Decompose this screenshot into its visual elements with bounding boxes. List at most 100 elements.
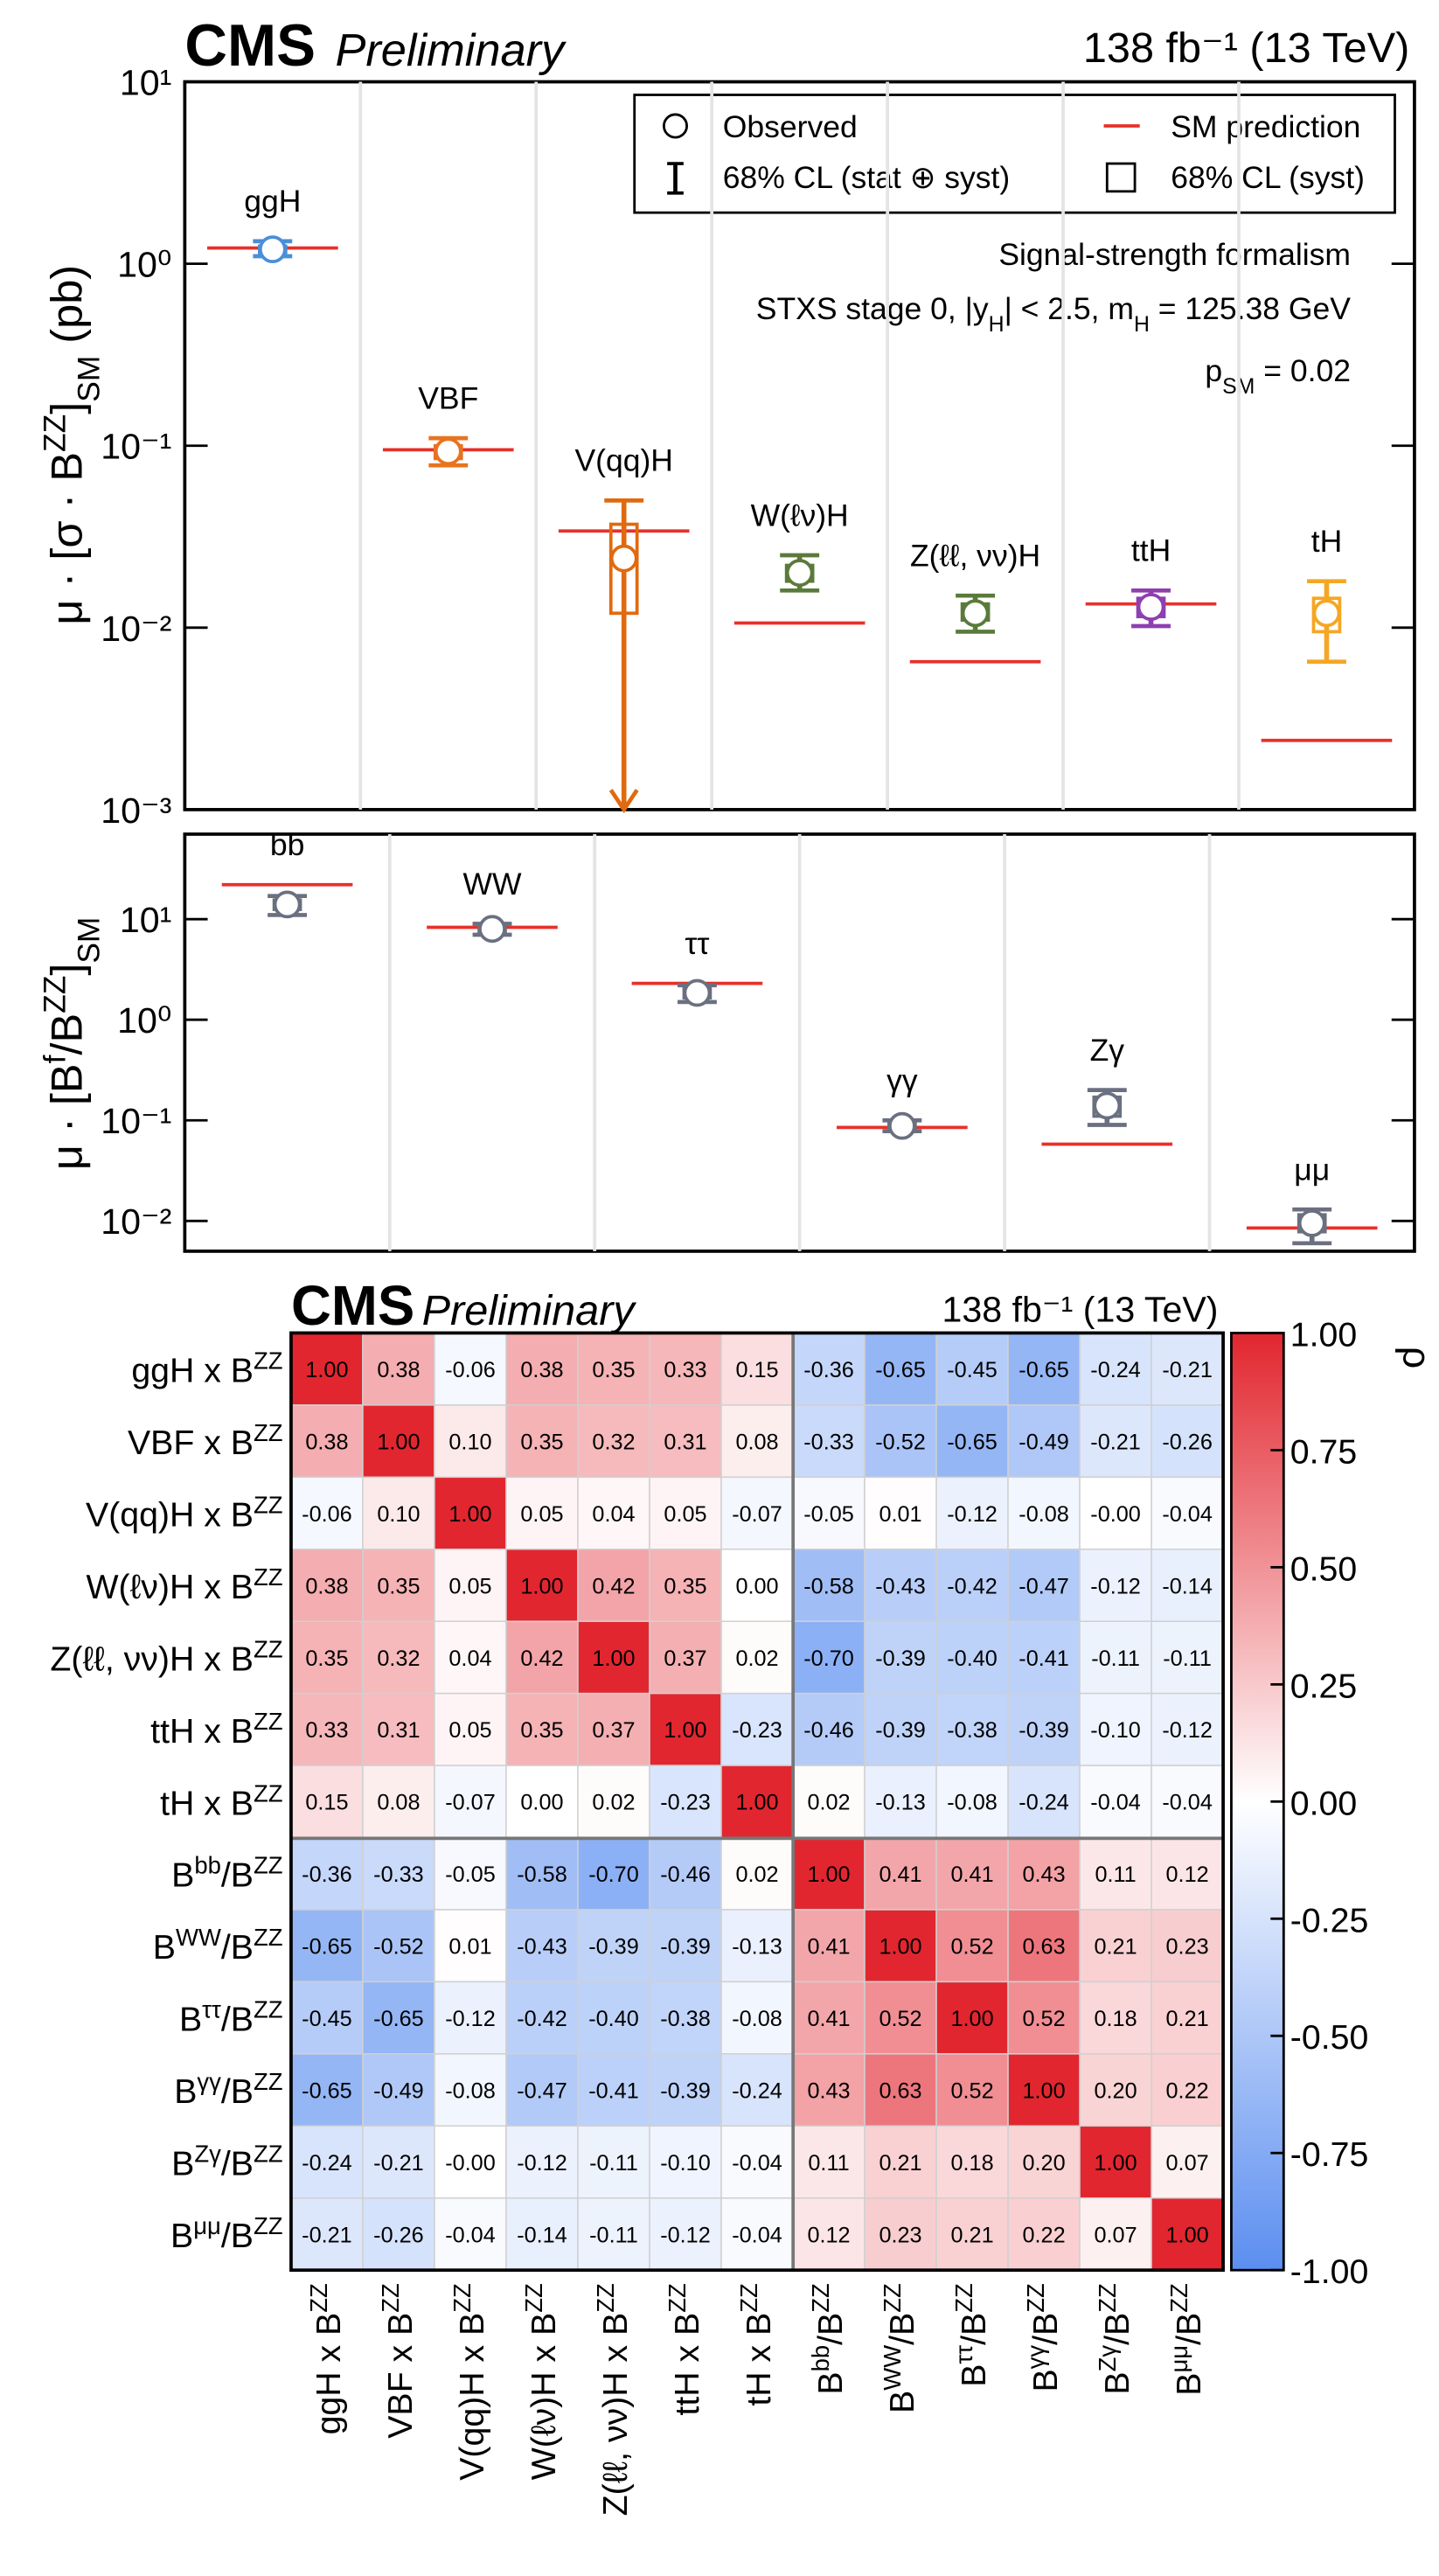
text-part: μμ: [193, 2211, 221, 2238]
heatmap-cell: [935, 1981, 1009, 2055]
annotation: pSM = 0.02: [1205, 353, 1351, 399]
cell-label: 0.38: [520, 1358, 563, 1382]
category-label: VBF: [418, 380, 478, 415]
cell-label: -0.70: [588, 1862, 639, 1887]
cell-label: 0.21: [879, 2151, 921, 2176]
cell-label: -0.21: [373, 2151, 424, 2176]
cell-label: 0.23: [1166, 1935, 1209, 1960]
heatmap-cell: [434, 2197, 507, 2271]
y-tick-label: BZγ/BZZ: [171, 2140, 282, 2183]
x-tick-label: ttH x BZZ: [663, 2283, 706, 2415]
text-part: B: [1098, 2371, 1137, 2394]
category-label: ττ: [685, 926, 709, 961]
colorbar-tick-label: 0.50: [1290, 1549, 1357, 1588]
text-part: Signal-strength formalism: [998, 237, 1351, 272]
text-part: ggH x B: [131, 1352, 254, 1390]
observed-point: [258, 235, 287, 264]
colorbar-tick-label: -0.50: [1290, 2018, 1369, 2057]
heatmap-cell: [649, 2125, 722, 2199]
cell-label: -0.21: [302, 2223, 352, 2247]
colorbar-label: ρ: [1394, 1347, 1439, 1369]
cell-label: -0.38: [947, 1718, 998, 1743]
y-tick-label: 10⁰: [117, 245, 171, 285]
cell-label: 0.04: [592, 1502, 635, 1527]
text-part: ZZ: [448, 2283, 475, 2313]
heatmap-cell: [1151, 1981, 1224, 2055]
cell-label: 0.12: [1166, 1862, 1209, 1887]
cell-label: 0.41: [807, 2007, 850, 2031]
text-part: ZZ: [1094, 2283, 1121, 2313]
y-tick-label: 10¹: [120, 900, 171, 940]
y-tick-label: Z(ℓℓ, νν)H x BZZ: [50, 1635, 282, 1679]
cell-label: 0.18: [1095, 2007, 1137, 2031]
text-part: μ · [σ · B: [42, 452, 92, 625]
heatmap-cell: [434, 1404, 507, 1479]
cell-label: -0.12: [1162, 1718, 1213, 1743]
y-tick-label: ttH x BZZ: [150, 1707, 282, 1751]
cell-label: -0.08: [947, 1791, 998, 1815]
cell-label: 0.43: [1022, 1862, 1065, 1887]
text-part: VBF x B: [128, 1424, 254, 1462]
observed-point: [609, 544, 638, 573]
heatmap-cell: [935, 1836, 1009, 1911]
cell-label: -0.11: [589, 2151, 638, 2176]
heatmap-cell: [362, 1549, 435, 1622]
x-tick-label: Bμμ/BZZ: [1165, 2283, 1209, 2396]
text-part: ZZ: [950, 2283, 977, 2313]
cell-label: 0.07: [1095, 2223, 1137, 2247]
cell-label: 0.08: [735, 1430, 778, 1454]
heatmap-cell: [720, 2197, 794, 2271]
cell-label: -0.04: [732, 2223, 782, 2247]
text-part: B: [171, 2145, 194, 2183]
cell-label: 1.00: [520, 1574, 563, 1598]
syst-box: [608, 522, 639, 616]
heatmap-cell: [1007, 2053, 1081, 2127]
text-part: | < 2.5, m: [1005, 291, 1134, 326]
cell-label: 0.22: [1022, 2223, 1065, 2247]
heatmap-cell: [935, 1909, 1009, 1983]
heatmap-cell: [864, 1765, 937, 1839]
cell-label: -0.58: [517, 1862, 567, 1887]
cell-label: -0.11: [589, 2223, 638, 2247]
heatmap-cell: [505, 1549, 579, 1622]
heatmap-cell: [1007, 1692, 1081, 1766]
cell-label: -0.39: [875, 1647, 926, 1671]
legend-label: Observed: [723, 109, 858, 144]
text-part: B: [955, 2364, 993, 2387]
text-part: f: [38, 1055, 72, 1063]
legend-box: [633, 94, 1396, 214]
observed-point: [887, 1111, 916, 1140]
heatmap-cell: [1079, 1981, 1152, 2055]
experiment: CMS: [291, 1275, 414, 1337]
cell-label: -0.07: [445, 1791, 496, 1815]
text-part: B: [170, 2217, 193, 2255]
lumi: 138 fb⁻¹ (13 TeV): [1083, 24, 1409, 72]
cell-label: -0.12: [660, 2223, 711, 2247]
heatmap-cell: [290, 2125, 364, 2199]
heatmap-cell: [720, 1332, 794, 1406]
cell-label: 1.00: [305, 1358, 348, 1382]
cell-label: -0.47: [1018, 1574, 1069, 1598]
text-part: WW: [176, 1924, 221, 1951]
text-part: ZZ: [38, 414, 72, 452]
text-part: Zγ: [194, 2140, 221, 2167]
text-part: = 125.38 GeV: [1150, 291, 1351, 326]
cell-label: -0.04: [1162, 1502, 1213, 1527]
observed-point: [1137, 593, 1165, 621]
y-tick-label: tH x BZZ: [160, 1779, 283, 1823]
cell-label: -0.04: [1162, 1791, 1213, 1815]
cell-label: 0.31: [664, 1430, 706, 1454]
cell-label: 0.37: [592, 1718, 635, 1743]
text-part: ggH x B: [309, 2313, 348, 2435]
heatmap-cell: [290, 1909, 364, 1983]
cell-label: 0.52: [950, 1935, 993, 1960]
text-part: ZZ: [254, 2211, 283, 2238]
cell-label: -0.43: [517, 1935, 567, 1960]
heatmap-cell: [1151, 2125, 1224, 2199]
cell-label: 0.02: [807, 1791, 850, 1815]
heatmap-cell: [505, 1620, 579, 1695]
text-part: WW: [879, 2345, 906, 2391]
heatmap-cell: [792, 1981, 865, 2055]
cell-label: -0.39: [875, 1718, 926, 1743]
